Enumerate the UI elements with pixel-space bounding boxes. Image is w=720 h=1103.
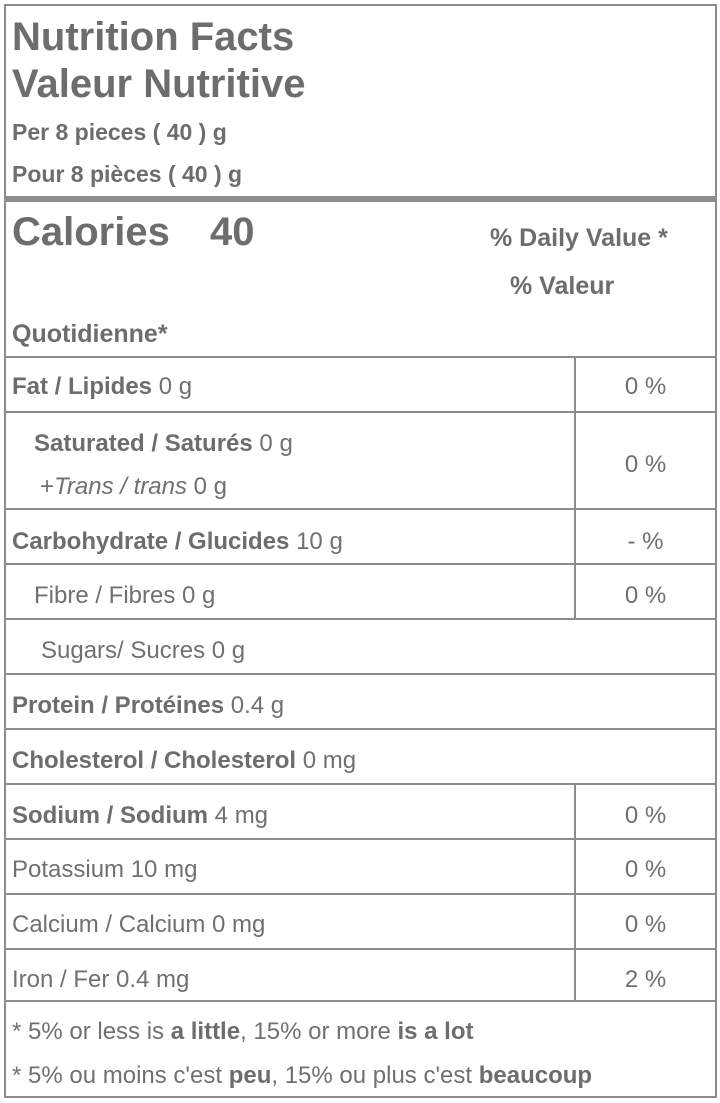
footnote-text: , 15% ou plus c'est: [271, 1062, 479, 1089]
nutrient-row-sugars: Sugars/ Sucres 0 g: [6, 618, 715, 673]
footnote-emphasis: is a lot: [397, 1018, 474, 1045]
nutrient-amount: 0 g: [259, 430, 293, 457]
nutrition-facts-label: Nutrition Facts Valeur Nutritive Per 8 p…: [4, 4, 717, 1098]
trans-amount: 0 g: [193, 473, 227, 500]
footnote-emphasis: a little: [170, 1018, 241, 1045]
nutrient-name: Fibre / Fibres 0 g: [34, 582, 216, 609]
nutrient-name: Iron / Fer 0.4 mg: [12, 966, 190, 993]
nutrient-name: Carbohydrate / Glucides: [12, 528, 290, 555]
calories-label: Calories: [12, 210, 170, 254]
nutrient-row-protein: Protein / Protéines 0.4 g: [6, 673, 715, 728]
daily-value-heading-english: % Daily Value *: [490, 224, 668, 252]
trans-name: Trans / trans: [54, 473, 187, 500]
daily-value-heading-french: % Valeur: [510, 272, 615, 300]
nutrient-name: Cholesterol / Cholesterol: [12, 747, 297, 774]
daily-value: 0 %: [624, 802, 667, 829]
nutrient-row-carbohydrate: Carbohydrate / Glucides 10 g - %: [6, 508, 715, 563]
nutrient-amount: 0.4 g: [230, 692, 285, 719]
footnote-emphasis: peu: [228, 1062, 272, 1089]
footnote-text: , 15% or more: [240, 1018, 398, 1045]
nutrient-amount: 10 g: [296, 528, 343, 555]
nutrient-name: Saturated / Saturés: [34, 430, 253, 457]
label-header: Nutrition Facts Valeur Nutritive Per 8 p…: [6, 6, 715, 196]
daily-value-cell: 0 %: [574, 358, 715, 411]
nutrient-row-sodium: Sodium / Sodium 4 mg 0 %: [6, 783, 715, 838]
nutrient-name: Fat / Lipides: [12, 373, 153, 400]
footnote: * 5% or less is a little, 15% or more is…: [6, 1000, 715, 1096]
title-french: Valeur Nutritive: [12, 62, 306, 106]
nutrient-amount: 0 mg: [302, 747, 357, 774]
daily-value: 2 %: [624, 966, 667, 993]
daily-value: 0 %: [624, 451, 667, 478]
daily-value-cell: - %: [574, 510, 715, 563]
daily-value: 0 %: [624, 373, 667, 400]
nutrient-row-fat: Fat / Lipides 0 g 0 %: [6, 356, 715, 411]
nutrient-amount: 4 mg: [214, 802, 269, 829]
daily-value-cell: 0 %: [574, 840, 715, 893]
title-english: Nutrition Facts: [12, 15, 295, 59]
nutrient-row-calcium: Calcium / Calcium 0 mg 0 %: [6, 893, 715, 948]
calories-value: 40: [210, 210, 255, 254]
nutrient-amount: 0 g: [158, 373, 193, 400]
nutrient-name: Sodium / Sodium: [12, 802, 208, 829]
thick-divider: [6, 196, 715, 202]
daily-value: 0 %: [624, 582, 667, 609]
nutrient-name: Calcium / Calcium 0 mg: [12, 911, 266, 938]
serving-size-english: Per 8 pieces ( 40 ) g: [12, 119, 227, 145]
footnote-emphasis: beaucoup: [478, 1062, 593, 1089]
daily-value: - %: [627, 528, 664, 555]
daily-value-cell: 2 %: [574, 950, 715, 1001]
footnote-french: * 5% ou moins c'est peu, 15% ou plus c'e…: [12, 1062, 592, 1090]
footnote-text: * 5% or less is: [12, 1018, 171, 1045]
daily-value-cell: 0 %: [574, 413, 715, 508]
daily-value-cell: 0 %: [574, 785, 715, 838]
trans-prefix: +: [40, 473, 55, 500]
nutrient-name: Sugars/ Sucres 0 g: [41, 637, 246, 664]
nutrient-name: Protein / Protéines: [12, 692, 225, 719]
nutrient-row-potassium: Potassium 10 mg 0 %: [6, 838, 715, 893]
nutrient-row-saturated-trans: Saturated / Saturés 0 g +Trans / trans 0…: [6, 411, 715, 508]
nutrient-row-iron: Iron / Fer 0.4 mg 2 %: [6, 948, 715, 1001]
serving-size-french: Pour 8 pièces ( 40 ) g: [12, 161, 243, 187]
daily-value-cell: 0 %: [574, 565, 715, 618]
nutrient-name: Potassium 10 mg: [12, 856, 198, 883]
daily-value-heading-french-cont: Quotidienne*: [12, 320, 168, 348]
calories-block: Calories 40 % Daily Value * % Valeur Quo…: [6, 202, 715, 356]
nutrient-row-cholesterol: Cholesterol / Cholesterol 0 mg: [6, 728, 715, 783]
footnote-english: * 5% or less is a little, 15% or more is…: [12, 1018, 474, 1046]
daily-value: 0 %: [624, 911, 667, 938]
daily-value-cell: 0 %: [574, 895, 715, 948]
nutrient-row-fibre: Fibre / Fibres 0 g 0 %: [6, 563, 715, 618]
daily-value: 0 %: [624, 856, 667, 883]
footnote-text: * 5% ou moins c'est: [12, 1062, 229, 1089]
